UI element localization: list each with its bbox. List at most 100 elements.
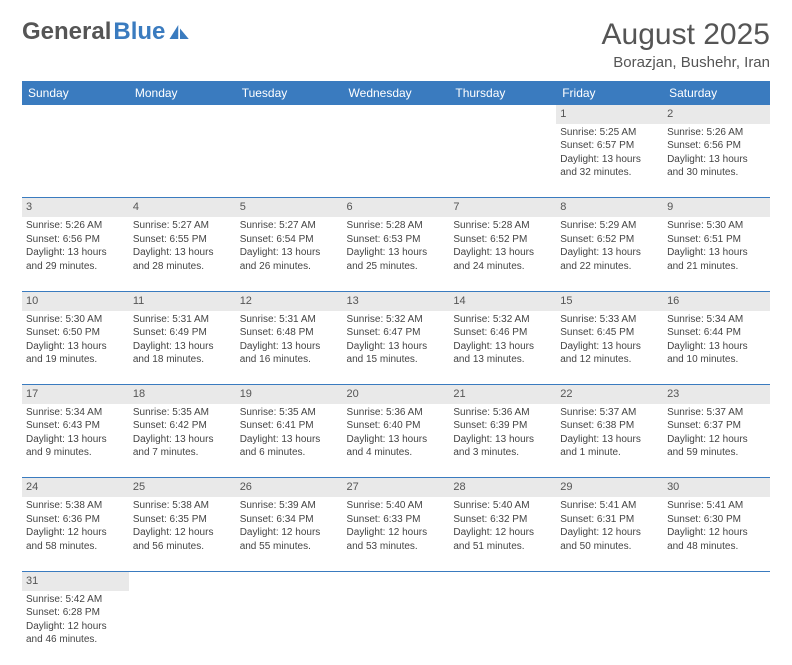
day-detail-cell: [236, 124, 343, 198]
day-detail-cell: Sunrise: 5:27 AMSunset: 6:55 PMDaylight:…: [129, 217, 236, 291]
month-title: August 2025: [602, 18, 770, 52]
detail-row: Sunrise: 5:34 AMSunset: 6:43 PM Daylight:…: [22, 404, 770, 478]
day-number-cell: 6: [343, 198, 450, 217]
day-number-cell: [129, 105, 236, 124]
sunset-line: Sunset: 6:56 PM: [26, 233, 125, 247]
sunrise-line: Sunrise: 5:32 AM: [347, 313, 446, 327]
daynum-row: 24252627282930: [22, 478, 770, 497]
sunset-line: Sunset: 6:50 PM: [26, 326, 125, 340]
daylight-line: Daylight: 13 hours and 16 minutes.: [240, 340, 339, 367]
sunrise-line: Sunrise: 5:38 AM: [26, 499, 125, 513]
daynum-row: 31: [22, 571, 770, 590]
day-detail-cell: Sunrise: 5:31 AMSunset: 6:48 PMDaylight:…: [236, 311, 343, 385]
day-detail-cell: Sunrise: 5:38 AMSunset: 6:35 PMDaylight:…: [129, 497, 236, 571]
day-detail-cell: Sunrise: 5:34 AMSunset: 6:43 PMDaylight:…: [22, 404, 129, 478]
day-header: Friday: [556, 81, 663, 105]
daylight-line: Daylight: 12 hours and 46 minutes.: [26, 620, 125, 647]
sunrise-line: Sunrise: 5:30 AM: [667, 219, 766, 233]
day-header: Monday: [129, 81, 236, 105]
sunrise-line: Sunrise: 5:36 AM: [453, 406, 552, 420]
day-detail-cell: Sunrise: 5:27 AMSunset: 6:54 PMDaylight:…: [236, 217, 343, 291]
sunrise-line: Sunrise: 5:37 AM: [667, 406, 766, 420]
day-number-cell: 3: [22, 198, 129, 217]
day-header: Wednesday: [343, 81, 450, 105]
location-text: Borazjan, Bushehr, Iran: [602, 54, 770, 71]
sunset-line: Sunset: 6:47 PM: [347, 326, 446, 340]
day-detail-cell: Sunrise: 5:34 AMSunset: 6:44 PMDaylight:…: [663, 311, 770, 385]
brand-part2: Blue: [113, 18, 165, 46]
sunset-line: Sunset: 6:51 PM: [667, 233, 766, 247]
sunrise-line: Sunrise: 5:40 AM: [453, 499, 552, 513]
brand-part1: General: [22, 18, 111, 46]
daylight-line: Daylight: 13 hours and 32 minutes.: [560, 153, 659, 180]
day-detail-cell: Sunrise: 5:30 AMSunset: 6:50 PMDaylight:…: [22, 311, 129, 385]
sail-icon: [169, 25, 191, 39]
day-detail-cell: Sunrise: 5:42 AMSunset: 6:28 PMDaylight:…: [22, 591, 129, 665]
day-detail-cell: Sunrise: 5:32 AMSunset: 6:46 PMDaylight:…: [449, 311, 556, 385]
day-detail-cell: [129, 124, 236, 198]
daylight-line: Daylight: 12 hours and 51 minutes.: [453, 526, 552, 553]
day-detail-cell: Sunrise: 5:37 AMSunset: 6:37 PMDaylight:…: [663, 404, 770, 478]
sunrise-line: Sunrise: 5:28 AM: [347, 219, 446, 233]
day-detail-cell: Sunrise: 5:32 AMSunset: 6:47 PMDaylight:…: [343, 311, 450, 385]
day-detail-cell: Sunrise: 5:25 AMSunset: 6:57 PMDaylight:…: [556, 124, 663, 198]
day-number-cell: 19: [236, 385, 343, 404]
day-detail-cell: [22, 124, 129, 198]
sunrise-line: Sunrise: 5:41 AM: [667, 499, 766, 513]
daylight-line: Daylight: 13 hours and 18 minutes.: [133, 340, 232, 367]
sunrise-line: Sunrise: 5:32 AM: [453, 313, 552, 327]
sunrise-line: Sunrise: 5:31 AM: [240, 313, 339, 327]
sunrise-line: Sunrise: 5:38 AM: [133, 499, 232, 513]
calendar-thead: SundayMondayTuesdayWednesdayThursdayFrid…: [22, 81, 770, 105]
detail-row: Sunrise: 5:30 AMSunset: 6:50 PMDaylight:…: [22, 311, 770, 385]
daylight-line: Daylight: 13 hours and 26 minutes.: [240, 246, 339, 273]
daylight-line: Daylight: 13 hours and 29 minutes.: [26, 246, 125, 273]
sunrise-line: Sunrise: 5:34 AM: [26, 406, 125, 420]
day-header: Saturday: [663, 81, 770, 105]
sunrise-line: Sunrise: 5:34 AM: [667, 313, 766, 327]
sunset-line: Sunset: 6:52 PM: [560, 233, 659, 247]
sunset-line: Sunset: 6:48 PM: [240, 326, 339, 340]
sunrise-line: Sunrise: 5:35 AM: [240, 406, 339, 420]
day-number-cell: 31: [22, 571, 129, 590]
sunset-line: Sunset: 6:54 PM: [240, 233, 339, 247]
sunset-line: Sunset: 6:55 PM: [133, 233, 232, 247]
day-number-cell: 14: [449, 291, 556, 310]
detail-row: Sunrise: 5:25 AMSunset: 6:57 PMDaylight:…: [22, 124, 770, 198]
day-number-cell: 16: [663, 291, 770, 310]
daylight-line: Daylight: 13 hours and 12 minutes.: [560, 340, 659, 367]
day-detail-cell: [343, 124, 450, 198]
day-number-cell: 12: [236, 291, 343, 310]
daylight-line: Daylight: 12 hours and 58 minutes.: [26, 526, 125, 553]
day-number-cell: 11: [129, 291, 236, 310]
daylight-line: Daylight: 12 hours and 50 minutes.: [560, 526, 659, 553]
day-header: Sunday: [22, 81, 129, 105]
sunrise-line: Sunrise: 5:33 AM: [560, 313, 659, 327]
detail-row: Sunrise: 5:26 AMSunset: 6:56 PMDaylight:…: [22, 217, 770, 291]
sunrise-line: Sunrise: 5:26 AM: [26, 219, 125, 233]
title-block: August 2025 Borazjan, Bushehr, Iran: [602, 18, 770, 71]
daynum-row: 17181920212223: [22, 385, 770, 404]
daynum-row: 12: [22, 105, 770, 124]
day-detail-cell: Sunrise: 5:31 AMSunset: 6:49 PMDaylight:…: [129, 311, 236, 385]
daylight-line: Daylight: 13 hours and 6 minutes.: [240, 433, 339, 460]
daylight-line: Daylight: 12 hours and 53 minutes.: [347, 526, 446, 553]
day-number-cell: 30: [663, 478, 770, 497]
day-detail-cell: [343, 591, 450, 665]
day-detail-cell: Sunrise: 5:38 AMSunset: 6:36 PMDaylight:…: [22, 497, 129, 571]
calendar-body: 12 Sunrise: 5:25 AMSunset: 6:57 PMDaylig…: [22, 105, 770, 665]
sunrise-line: Sunrise: 5:29 AM: [560, 219, 659, 233]
sunset-line: Sunset: 6:43 PM: [26, 419, 125, 433]
sunset-line: Sunset: 6:46 PM: [453, 326, 552, 340]
day-detail-cell: Sunrise: 5:35 AMSunset: 6:41 PMDaylight:…: [236, 404, 343, 478]
day-detail-cell: Sunrise: 5:29 AMSunset: 6:52 PMDaylight:…: [556, 217, 663, 291]
day-detail-cell: Sunrise: 5:39 AMSunset: 6:34 PMDaylight:…: [236, 497, 343, 571]
sunset-line: Sunset: 6:44 PM: [667, 326, 766, 340]
sunset-line: Sunset: 6:30 PM: [667, 513, 766, 527]
day-detail-cell: [449, 124, 556, 198]
sunset-line: Sunset: 6:32 PM: [453, 513, 552, 527]
sunrise-line: Sunrise: 5:39 AM: [240, 499, 339, 513]
sunset-line: Sunset: 6:35 PM: [133, 513, 232, 527]
day-detail-cell: [556, 591, 663, 665]
sunset-line: Sunset: 6:33 PM: [347, 513, 446, 527]
